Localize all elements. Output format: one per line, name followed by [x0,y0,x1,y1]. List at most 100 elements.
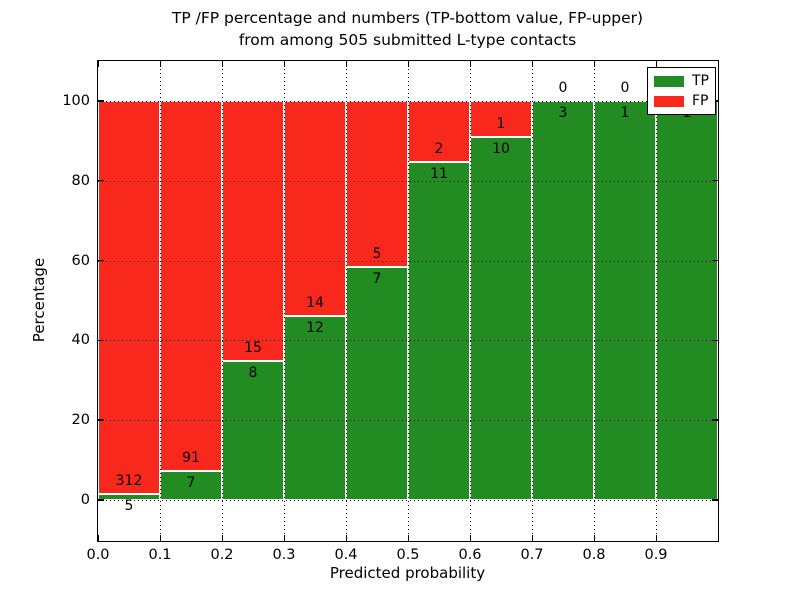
bar-segment-fp [346,100,408,268]
gridline-vertical [346,61,347,541]
gridline-vertical [656,61,657,541]
x-axis-label: Predicted probability [329,564,486,582]
x-tick-label: 0.5 [396,547,420,563]
tick-mark-y-right [712,179,718,182]
legend-entry-tp: TP [654,71,715,91]
legend-swatch-fp [654,95,684,107]
bar-segment-tp [284,315,346,500]
bar-value-tp: 1 [620,104,630,121]
y-tick-label: 80 [71,172,90,189]
bar-segment-fp [160,100,222,472]
tick-mark-y-right [712,339,718,342]
bar-value-fp: 14 [306,294,324,311]
bar-segment-tp [532,100,594,500]
tick-mark-y-right [712,419,718,421]
x-tick-label: 0.4 [334,547,358,563]
bar-segment-tp [470,137,532,500]
bar-segment-fp [222,100,284,362]
bar-segment-tp [160,471,222,500]
tick-mark-x-bottom [593,535,595,541]
tick-mark-x-bottom [469,535,471,541]
tick-mark-x-top [407,61,409,67]
tick-mark-x-bottom [345,535,347,541]
tick-mark-x-top [531,61,533,67]
x-tick-label: 0.2 [210,547,234,563]
bar-segment-tp [346,267,408,500]
tick-mark-y-left [98,339,104,342]
legend-label-tp: TP [692,73,709,89]
bar-value-tp: 11 [430,166,448,183]
chart-title-line2: from among 505 submitted L-type contacts [238,31,577,49]
x-tick-label: 0.6 [458,547,482,563]
bar-value-fp: 5 [372,246,382,263]
bar-value-fp: 312 [115,472,143,489]
gridline-vertical [160,61,161,541]
bar-segment-tp [594,100,656,500]
gridline-vertical [222,61,223,541]
bar-value-fp: 2 [434,141,444,158]
bar-value-fp: 15 [244,340,262,357]
x-tick-label: 0.7 [520,547,544,563]
gridline-vertical [532,61,533,541]
legend-swatch-tp [654,75,684,87]
y-tick-label: 40 [71,332,90,349]
tick-mark-y-left [98,100,104,102]
bar-value-fp: 0 [558,79,568,96]
tick-mark-x-top [593,61,595,67]
bar-value-fp: 1 [496,116,506,133]
tick-mark-x-bottom [655,535,657,541]
bar-value-tp: 7 [372,271,382,288]
chart-title: TP /FP percentage and numbers (TP-bottom… [97,7,718,51]
bar-value-tp: 8 [248,365,258,382]
bar-value-tp: 5 [124,497,134,514]
gridline-vertical [408,61,409,541]
bar-value-tp: 12 [306,319,324,336]
tick-mark-x-bottom [531,535,533,541]
bar-segment-tp [222,361,284,500]
y-tick-label: 20 [71,412,90,429]
bar-value-tp: 3 [558,104,568,121]
y-axis-label: Percentage [30,257,48,343]
tick-mark-y-left [98,259,104,262]
tick-mark-x-bottom [221,535,223,541]
bar-segment-tp [408,162,470,500]
tick-mark-x-bottom [407,535,409,541]
tick-mark-x-top [97,61,99,67]
bar-value-fp: 0 [620,79,630,96]
tick-mark-x-bottom [159,535,161,541]
x-tick-label: 0.3 [272,547,296,563]
tick-mark-x-top [655,61,657,67]
x-tick-label: 0.8 [582,547,606,563]
tick-mark-y-right [712,499,718,501]
tick-mark-x-top [345,61,347,67]
bar-value-tp: 7 [186,475,196,492]
gridline-vertical [470,61,471,541]
tick-mark-x-top [159,61,161,67]
y-tick-label: 60 [71,252,90,269]
tick-mark-x-bottom [283,535,285,541]
bar-segment-tp [98,493,160,500]
tick-mark-x-top [283,61,285,67]
tick-mark-y-left [98,499,104,501]
tick-mark-y-left [98,179,104,182]
legend-entry-fp: FP [654,91,715,111]
bar-value-tp: 10 [492,141,510,158]
tick-mark-x-top [221,61,223,67]
bar-segment-fp [98,100,160,494]
tick-mark-x-top [469,61,471,67]
legend-label-fp: FP [692,93,709,109]
x-tick-label: 0.9 [644,547,668,563]
tick-mark-y-left [98,419,104,421]
legend: TP FP [647,67,716,115]
tick-mark-y-right [712,259,718,262]
gridline-vertical [594,61,595,541]
bar-value-fp: 91 [182,450,200,467]
gridline-vertical [284,61,285,541]
tick-mark-x-bottom [97,535,99,541]
x-tick-label: 0.1 [148,547,172,563]
chart-title-line1: TP /FP percentage and numbers (TP-bottom… [171,9,644,27]
y-tick-label: 0 [80,491,90,508]
plot-area: 53127918151214751121013010100.00.10.20.3… [62,60,719,563]
bar-segment-tp [656,100,718,500]
